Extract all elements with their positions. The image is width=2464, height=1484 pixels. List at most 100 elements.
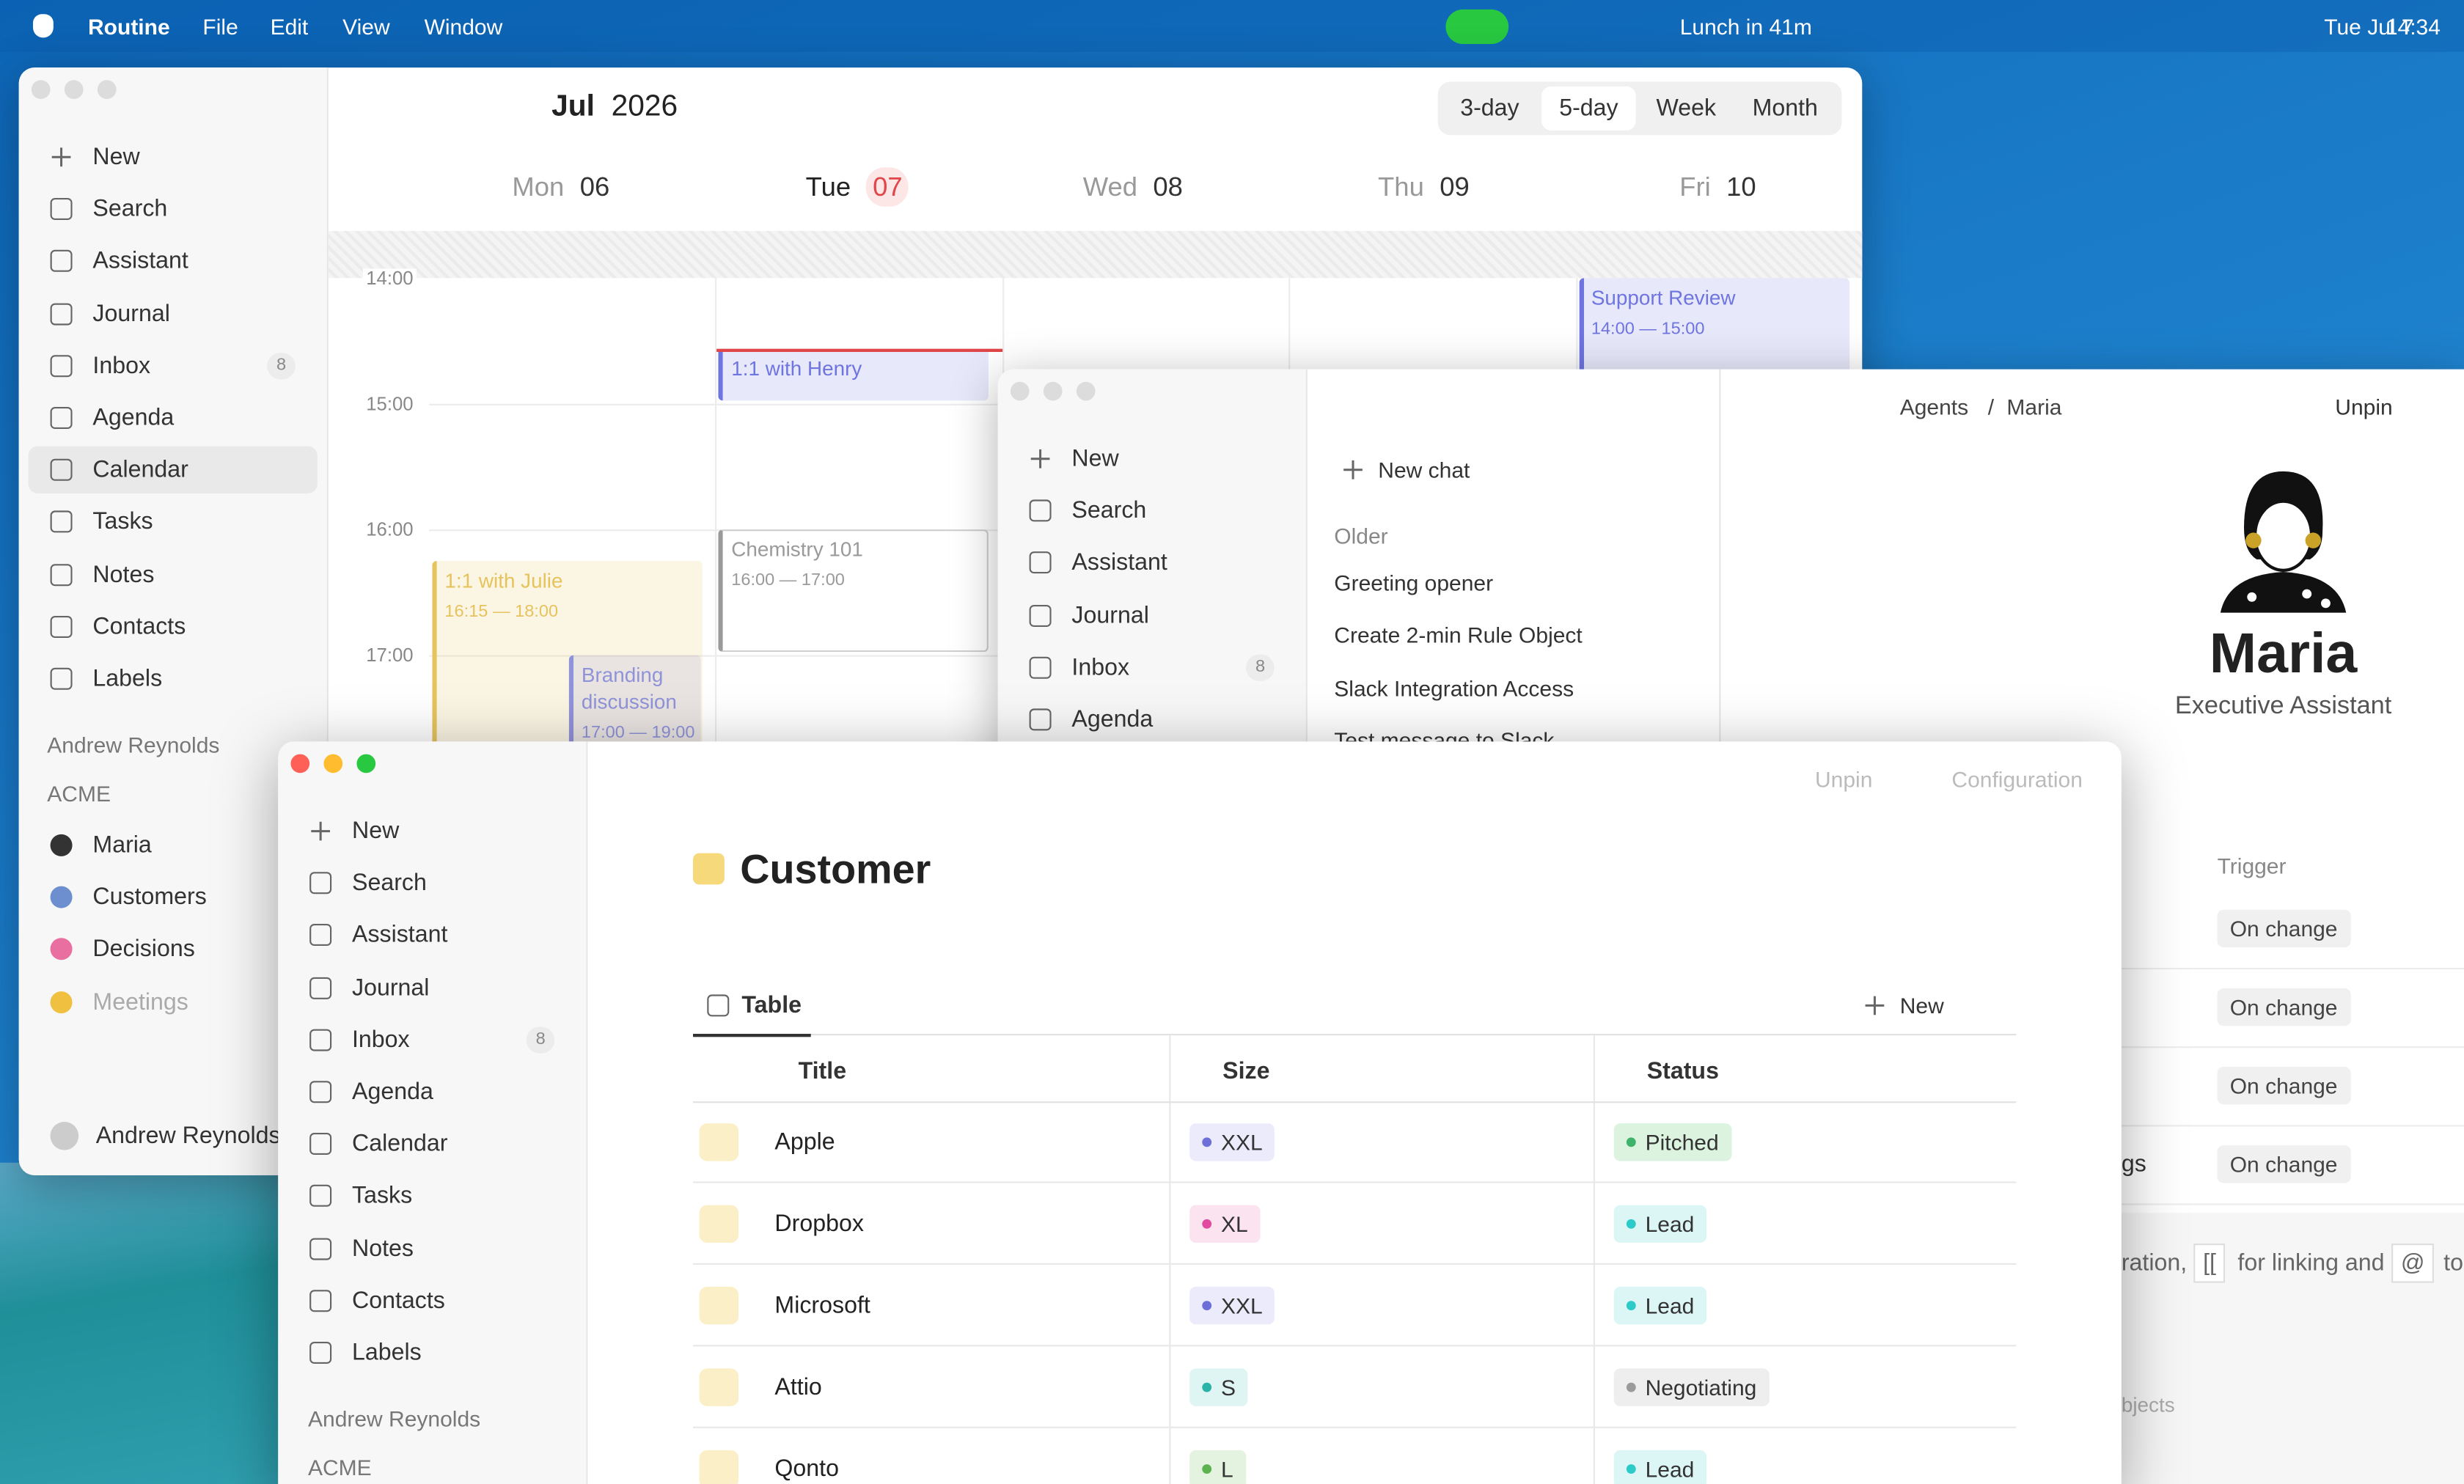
nav-item[interactable]: Contacts	[352, 1287, 445, 1315]
nav-item[interactable]: New	[92, 144, 140, 171]
month: Jul	[551, 90, 595, 124]
breadcrumb[interactable]: Maria	[2006, 394, 2062, 420]
view-button[interactable]: 5-day	[1559, 95, 1618, 122]
icon	[1029, 604, 1052, 627]
window-control[interactable]	[1010, 381, 1030, 401]
window-control[interactable]	[290, 754, 310, 774]
cell-title[interactable]: Dropbox	[774, 1211, 864, 1238]
nav-item[interactable]: Agenda	[92, 404, 175, 432]
nav-item[interactable]: Labels	[352, 1339, 422, 1367]
nav-item[interactable]: Assistant	[352, 922, 448, 949]
unpin-button[interactable]: Unpin	[2335, 394, 2393, 420]
day-date: 09	[1440, 172, 1470, 202]
page-link[interactable]: Meetings	[92, 988, 188, 1015]
column-header: Status	[1646, 1058, 1719, 1085]
new-button[interactable]: New	[1899, 993, 1944, 1018]
event-title: 1:1 with Henry	[731, 357, 862, 381]
nav-item[interactable]: Agenda	[1071, 706, 1154, 733]
window-control[interactable]	[1076, 381, 1096, 401]
event[interactable]	[719, 529, 989, 653]
nav-item[interactable]: Inbox	[1071, 654, 1130, 681]
nav-item[interactable]: Labels	[92, 665, 163, 692]
event-time: 17:00 — 19:00	[581, 723, 695, 743]
event[interactable]	[719, 349, 989, 401]
nav-item[interactable]: Tasks	[92, 509, 153, 536]
hint-text: @	[2391, 1244, 2435, 1283]
window-control[interactable]	[97, 80, 117, 99]
view-button[interactable]: Month	[1752, 95, 1818, 122]
icon	[309, 1185, 332, 1208]
weekday: Tue	[805, 172, 851, 202]
nav-item[interactable]: Search	[92, 196, 168, 223]
tab-border	[693, 1034, 2017, 1036]
nav-item[interactable]: Notes	[352, 1235, 414, 1262]
cell-title[interactable]: Microsoft	[774, 1292, 870, 1319]
row-icon	[699, 1205, 739, 1243]
window-control[interactable]	[31, 80, 51, 99]
nav-item[interactable]: Contacts	[92, 613, 186, 640]
menu-time[interactable]: 14:34	[2385, 14, 2441, 40]
icon	[50, 667, 73, 690]
page-title: Customer	[740, 845, 931, 893]
nav-item[interactable]: Notes	[92, 561, 155, 588]
nav-item[interactable]: Search	[1071, 497, 1147, 525]
app-name[interactable]: Routine	[88, 14, 170, 40]
menu[interactable]: Window	[424, 14, 503, 40]
window-control[interactable]	[1043, 381, 1063, 401]
day-date: 06	[579, 172, 610, 202]
window-control[interactable]	[323, 754, 343, 774]
cell-title[interactable]: Attio	[774, 1373, 822, 1401]
menu-date[interactable]: Tue Jul 7	[2324, 14, 2414, 40]
view-button[interactable]: 3-day	[1460, 95, 1519, 122]
chat-item[interactable]: Greeting opener	[1334, 570, 1494, 596]
nav-item[interactable]: Assistant	[1071, 549, 1167, 577]
unpin-button[interactable]: Unpin	[1815, 766, 1873, 792]
window-control[interactable]	[356, 754, 376, 774]
menu[interactable]: File	[202, 14, 238, 40]
icon	[707, 994, 730, 1017]
page-link[interactable]: Maria	[92, 831, 152, 859]
menu[interactable]: Edit	[270, 14, 309, 40]
selected-item	[28, 446, 318, 494]
apple-logo[interactable]	[33, 14, 54, 38]
nav-item[interactable]: Journal	[1071, 601, 1149, 629]
cell-title[interactable]: Apple	[774, 1128, 835, 1156]
chat-item[interactable]: Slack Integration Access	[1334, 675, 1574, 701]
tag-dot	[1626, 1219, 1636, 1229]
page-link[interactable]: Customers	[92, 884, 207, 911]
cell-title[interactable]: Qonto	[774, 1455, 840, 1483]
chat-item[interactable]: Create 2-min Rule Object	[1334, 622, 1583, 648]
view-button[interactable]: Week	[1656, 95, 1717, 122]
tab-underline	[693, 1034, 811, 1037]
nav-item[interactable]: Journal	[92, 300, 170, 327]
nav-item[interactable]: Search	[352, 870, 427, 897]
nav-item[interactable]: Assistant	[92, 248, 188, 275]
window-control[interactable]	[64, 80, 84, 99]
menu[interactable]: View	[342, 14, 390, 40]
lake	[0, 1162, 283, 1484]
nav-item[interactable]: Inbox	[92, 352, 151, 380]
account-name[interactable]: Andrew Reynolds	[95, 1123, 281, 1150]
trigger-chip: On change	[2217, 1145, 2350, 1183]
nav-item[interactable]: Agenda	[352, 1079, 433, 1106]
event-title: 1:1 with Julie	[444, 568, 563, 592]
nav-item[interactable]: Tasks	[352, 1183, 413, 1210]
tag-dot	[1202, 1219, 1212, 1229]
day-date: 07	[866, 167, 909, 207]
configuration-button[interactable]: Configuration	[1951, 766, 2083, 792]
status-item[interactable]: Lunch in 41m	[1679, 14, 1812, 40]
tab[interactable]: Table	[741, 992, 802, 1019]
account-avatar	[50, 1122, 79, 1150]
nav-item[interactable]: New	[1071, 445, 1119, 472]
breadcrumb[interactable]: Agents	[1899, 394, 1969, 420]
row-icon	[699, 1123, 739, 1161]
page-link[interactable]: Decisions	[92, 936, 195, 963]
section-label: ACME	[308, 1455, 372, 1480]
nav-item[interactable]: Calendar	[92, 456, 188, 484]
icon	[1030, 448, 1052, 470]
nav-item[interactable]: Journal	[352, 974, 430, 1002]
nav-item[interactable]: Calendar	[352, 1131, 448, 1158]
new-chat[interactable]: New chat	[1378, 457, 1470, 482]
nav-item[interactable]: New	[352, 818, 400, 845]
nav-item[interactable]: Inbox	[352, 1026, 410, 1054]
